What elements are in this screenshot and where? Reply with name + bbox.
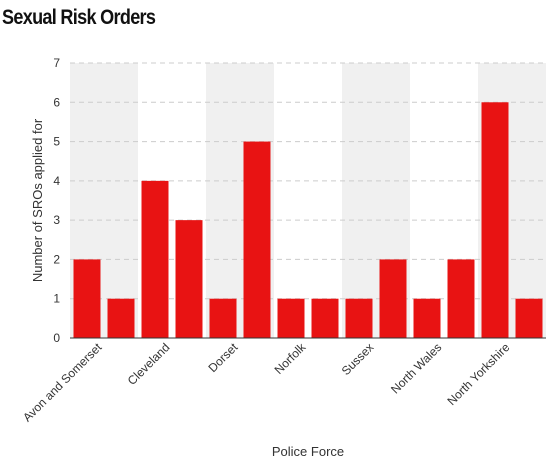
y-tick-label: 7 — [53, 56, 60, 70]
bar — [345, 298, 373, 338]
bar — [481, 102, 509, 339]
bar — [379, 259, 407, 338]
x-tick-label: Avon and Somerset — [20, 340, 105, 425]
bar — [277, 298, 305, 338]
bar — [413, 298, 441, 338]
bar — [311, 298, 339, 338]
x-axis-label: Police Force — [272, 444, 344, 459]
bar — [107, 298, 135, 338]
bar — [447, 259, 475, 338]
bar — [175, 220, 203, 338]
y-tick-label: 4 — [53, 174, 60, 188]
y-tick-label: 6 — [53, 95, 60, 109]
bar — [73, 259, 101, 338]
y-tick-label: 0 — [53, 331, 60, 345]
y-axis-ticks: 0 1 2 3 4 5 6 7 — [53, 56, 60, 345]
bar — [243, 141, 271, 338]
x-tick-label: Sussex — [339, 340, 377, 378]
y-axis-label: Number of SROs applied for — [30, 118, 45, 282]
chart-title: Sexual Risk Orders — [2, 6, 156, 29]
gridlines — [70, 62, 546, 300]
x-tick-label: North Yorkshire — [445, 340, 513, 408]
y-tick-label: 2 — [53, 252, 60, 266]
x-axis-ticks: Avon and Somerset Cleveland Dorset Norfolk S… — [20, 340, 513, 425]
y-tick-label: 3 — [53, 213, 60, 227]
background-bands — [70, 63, 546, 338]
y-tick-label: 1 — [53, 292, 60, 306]
bar — [141, 180, 169, 338]
y-tick-label: 5 — [53, 135, 60, 149]
x-tick-label: North Wales — [388, 340, 444, 396]
bar — [209, 298, 237, 338]
x-tick-label: Cleveland — [125, 340, 173, 388]
x-tick-label: Norfolk — [272, 340, 309, 377]
bars — [73, 102, 543, 339]
bar — [515, 298, 543, 338]
x-tick-label: Dorset — [206, 340, 241, 375]
